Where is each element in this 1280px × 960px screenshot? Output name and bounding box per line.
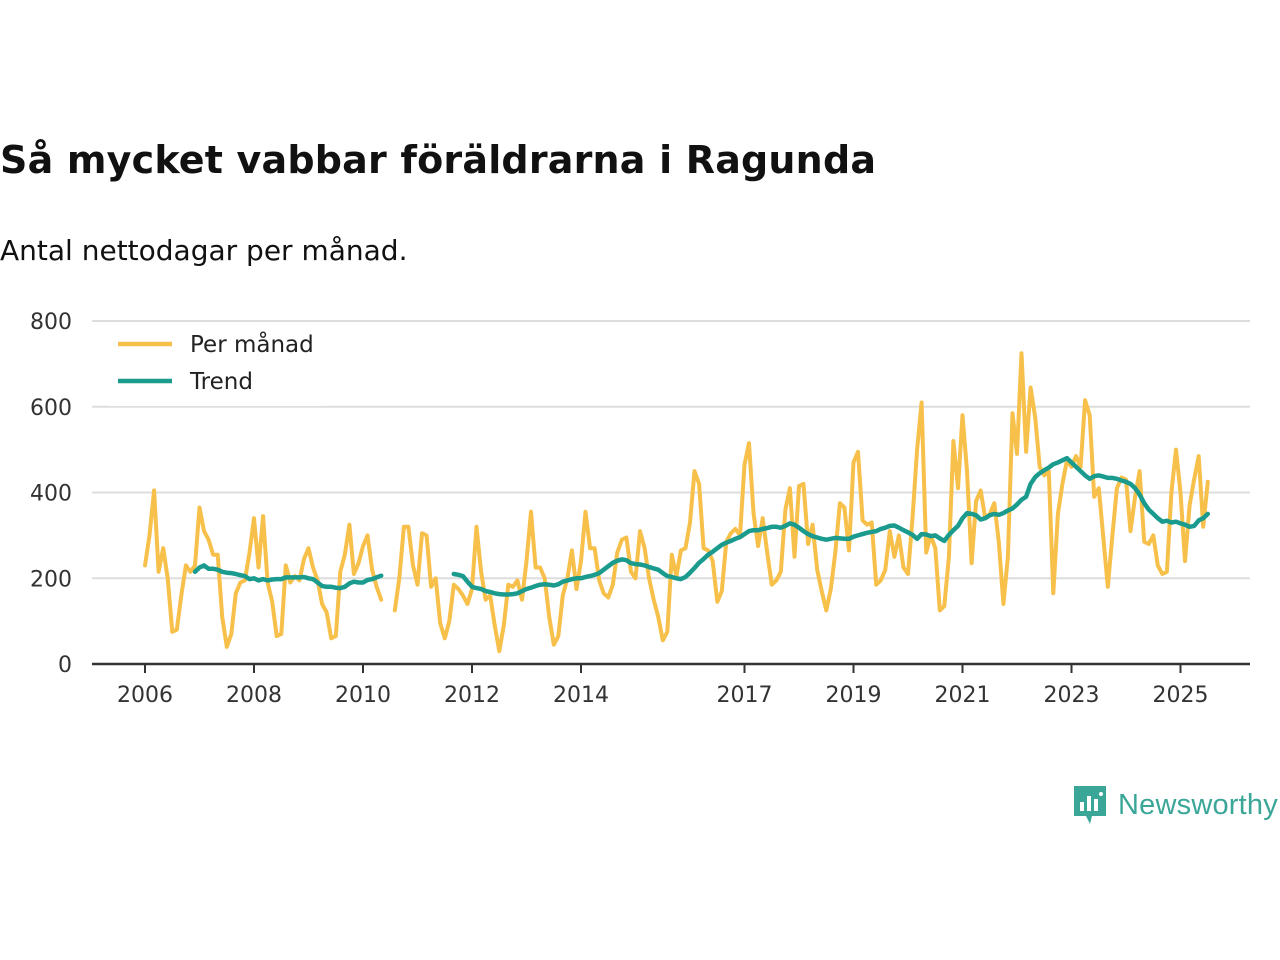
series-lines — [143, 351, 1211, 654]
chart-title: Så mycket vabbar föräldrarna i Ragunda — [0, 138, 877, 182]
legend-item-per-manad: Per månad — [118, 330, 314, 358]
x-tick-label: 2021 — [935, 683, 991, 708]
monthly-line-segment-0 — [143, 488, 384, 649]
y-tick-label: 0 — [58, 653, 72, 678]
x-tick-label: 2019 — [826, 683, 882, 708]
x-tick-label: 2012 — [444, 683, 500, 708]
grid-lines: 0 200 400 600 800 — [30, 310, 1250, 678]
brand-logo: Newsworthy — [1072, 784, 1278, 826]
brand-name: Newsworthy — [1118, 788, 1278, 821]
x-tick-label: 2017 — [717, 683, 773, 708]
x-tick-label: 2025 — [1153, 683, 1209, 708]
legend-background — [108, 326, 326, 406]
y-tick-label: 800 — [30, 310, 72, 335]
x-tick-label: 2006 — [117, 683, 173, 708]
legend: Per månad Trend — [108, 326, 326, 406]
x-axis: 2006 2008 2010 2012 2014 2017 2019 2021 2023 2025 — [92, 662, 1250, 708]
x-tick-label: 2010 — [335, 683, 391, 708]
x-tick-label: 2008 — [226, 683, 282, 708]
y-tick-label: 600 — [30, 396, 72, 421]
series-trend — [192, 455, 1211, 597]
x-tick-label: 2023 — [1044, 683, 1100, 708]
legend-label: Per månad — [190, 330, 314, 358]
trend-line-segment-0 — [192, 563, 384, 591]
newsworthy-logo-icon — [1074, 786, 1106, 824]
monthly-line-segment-1 — [392, 351, 1210, 654]
trend-line-segment-1 — [451, 455, 1211, 597]
x-tick-label: 2014 — [553, 683, 609, 708]
y-tick-label: 400 — [30, 482, 72, 507]
y-tick-label: 200 — [30, 567, 72, 592]
legend-item-trend: Trend — [118, 369, 253, 395]
legend-label: Trend — [189, 369, 253, 395]
chart-subtitle: Antal nettodagar per månad. — [0, 234, 408, 267]
